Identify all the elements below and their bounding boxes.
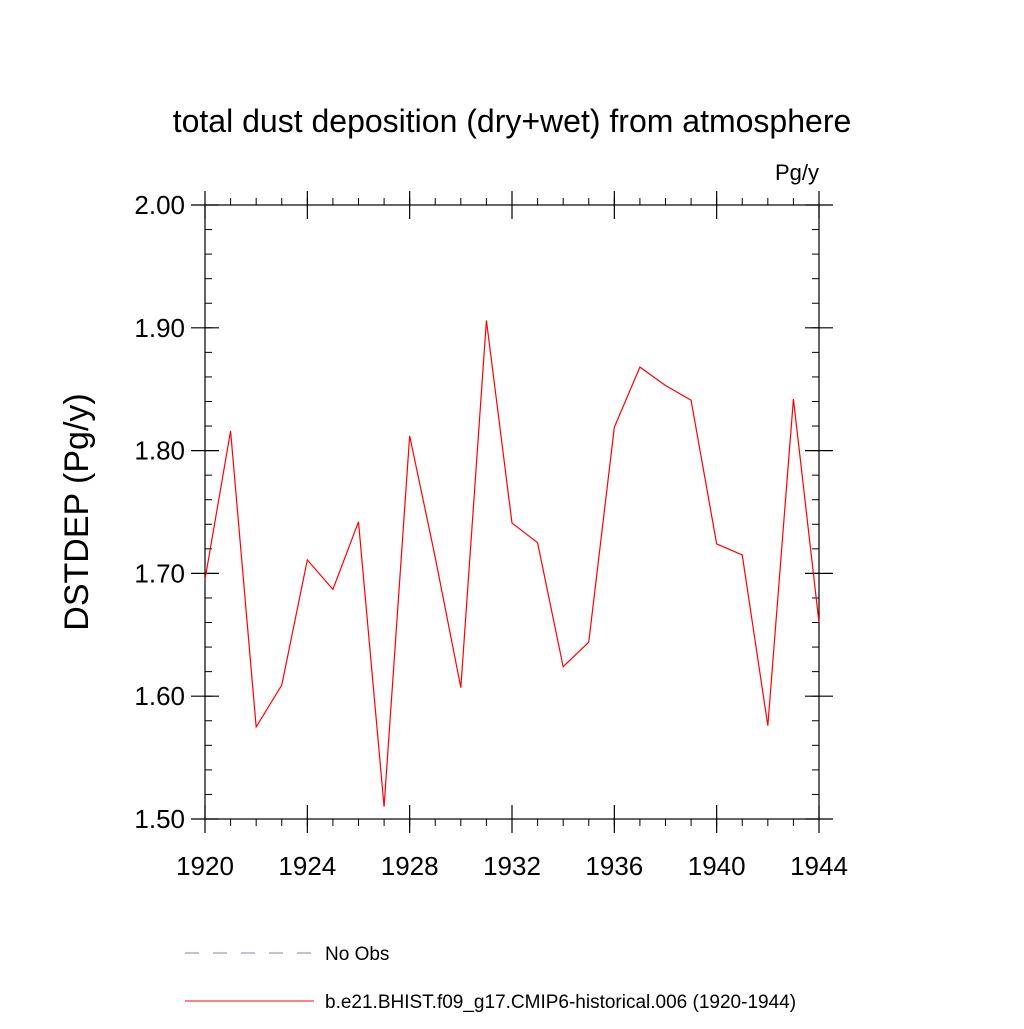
units-label: Pg/y: [775, 160, 819, 185]
x-tick-label: 1932: [483, 851, 541, 881]
plot-area: 1.50 1.60 1.70 1.80 1.90 2.00 1920 1924 1928 1932…: [134, 190, 848, 881]
data-point: [690, 400, 691, 401]
legend-label: b.e21.BHIST.f09_g17.CMIP6-historical.006…: [325, 992, 796, 1013]
data-point: [281, 685, 282, 686]
data-point: [767, 725, 768, 726]
data-point: [230, 430, 231, 431]
series-line: [204, 320, 820, 807]
x-tick-label: 1940: [688, 851, 746, 881]
data-point: [358, 521, 359, 522]
data-point: [818, 622, 819, 623]
data-point: [511, 522, 512, 523]
data-point: [537, 542, 538, 543]
y-tick-label: 2.00: [134, 190, 185, 220]
y-tick-label: 1.80: [134, 436, 185, 466]
data-point: [716, 543, 717, 544]
y-tick-label: 1.90: [134, 313, 185, 343]
data-point: [383, 806, 384, 807]
data-point: [614, 427, 615, 428]
x-tick-label: 1944: [790, 851, 848, 881]
legend: No Obs b.e21.BHIST.f09_g17.CMIP6-historic…: [185, 944, 796, 1013]
x-tick-label: 1928: [381, 851, 439, 881]
data-point: [793, 398, 794, 399]
data-point: [460, 687, 461, 688]
y-tick-label: 1.70: [134, 558, 185, 588]
data-point: [307, 559, 308, 560]
data-point: [486, 320, 487, 321]
data-point: [742, 554, 743, 555]
y-tick-label: 1.60: [134, 681, 185, 711]
data-point: [563, 666, 564, 667]
data-point: [588, 642, 589, 643]
chart-title: total dust deposition (dry+wet) from atm…: [173, 103, 852, 139]
data-point: [409, 435, 410, 436]
plot-frame: [204, 204, 820, 820]
x-tick-label: 1920: [176, 851, 234, 881]
y-tick-label: 1.50: [134, 804, 185, 834]
data-point: [204, 579, 205, 580]
legend-label: No Obs: [325, 944, 389, 965]
data-point: [256, 726, 257, 727]
x-tick-label: 1936: [585, 851, 643, 881]
data-point: [435, 557, 436, 558]
data-point: [639, 366, 640, 367]
x-tick-label: 1924: [278, 851, 336, 881]
data-point: [665, 385, 666, 386]
data-point: [332, 589, 333, 590]
y-axis-label: DSTDEP (Pg/y): [58, 393, 96, 630]
